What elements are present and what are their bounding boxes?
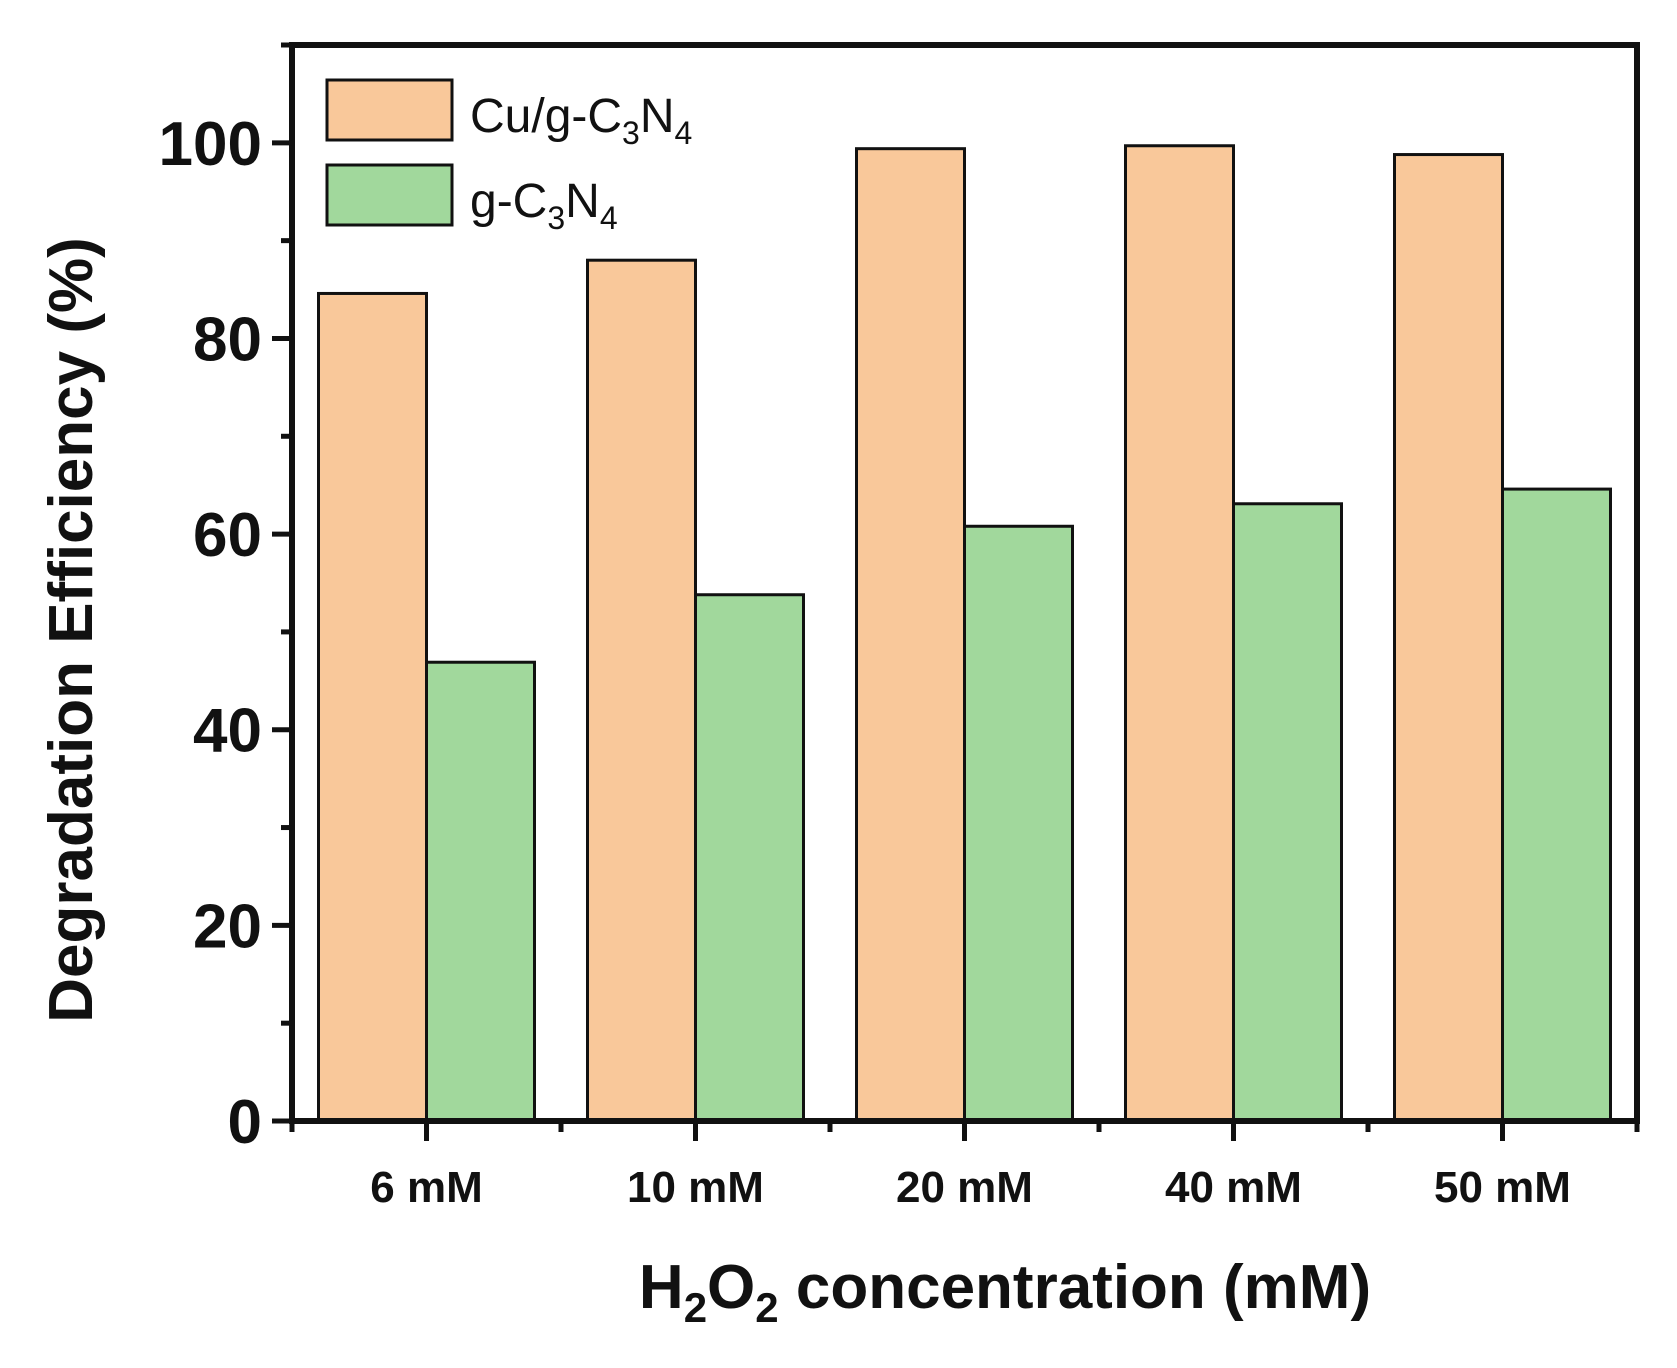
y-tick-label: 0 — [228, 1088, 262, 1157]
bar-cu-g-c3n4-1 — [586, 258, 697, 1123]
x-axis-title-sub1: 2 — [684, 1284, 707, 1331]
y-axis-title: Degradation Efficiency (%) — [37, 237, 106, 1022]
bar-g-c3n4-3 — [1232, 502, 1343, 1123]
bar-cu-g-c3n4-2 — [855, 147, 966, 1123]
x-axis-title-rest: concentration (mM) — [779, 1253, 1371, 1322]
y-tick-label: 40 — [193, 697, 262, 766]
y-tick-label: 60 — [193, 501, 262, 570]
bar-cu-g-c3n4-4 — [1393, 153, 1504, 1123]
y-tick-label: 100 — [159, 110, 262, 179]
x-ticks: 6 mM 10 mM 20 mM 40 mM 50 mM — [289, 1121, 1640, 1212]
bars-layer — [317, 144, 1612, 1123]
legend-swatch-cu-g-c3n4 — [325, 78, 454, 142]
bar-cu-g-c3n4-3 — [1124, 144, 1235, 1123]
x-tick-label: 40 mM — [1165, 1163, 1302, 1212]
legend-label-g-c3n4: g-C3N4 — [470, 175, 618, 236]
y-ticks: 0 20 40 60 80 100 — [159, 42, 292, 1157]
x-tick-label: 10 mM — [627, 1163, 764, 1212]
x-axis-title: H2O2 concentration (mM) — [639, 1253, 1371, 1331]
x-axis-title-sub2: 2 — [755, 1284, 778, 1331]
bar-g-c3n4-1 — [694, 593, 805, 1123]
bar-cu-g-c3n4-0 — [317, 291, 428, 1123]
bar-g-c3n4-2 — [963, 524, 1074, 1123]
bar-g-c3n4-4 — [1501, 487, 1612, 1123]
x-axis-title-h: H — [639, 1253, 684, 1322]
x-tick-label: 6 mM — [370, 1163, 482, 1212]
legend-label-cu-g-c3n4: Cu/g-C3N4 — [470, 90, 692, 151]
x-axis-title-o: O — [707, 1253, 755, 1322]
x-tick-label: 20 mM — [896, 1163, 1033, 1212]
legend-swatch-g-c3n4 — [325, 163, 454, 227]
y-tick-label: 80 — [193, 305, 262, 374]
x-tick-label: 50 mM — [1434, 1163, 1571, 1212]
legend: Cu/g-C3N4 g-C3N4 — [325, 78, 692, 236]
bar-g-c3n4-0 — [425, 660, 536, 1123]
y-tick-label: 20 — [193, 892, 262, 961]
